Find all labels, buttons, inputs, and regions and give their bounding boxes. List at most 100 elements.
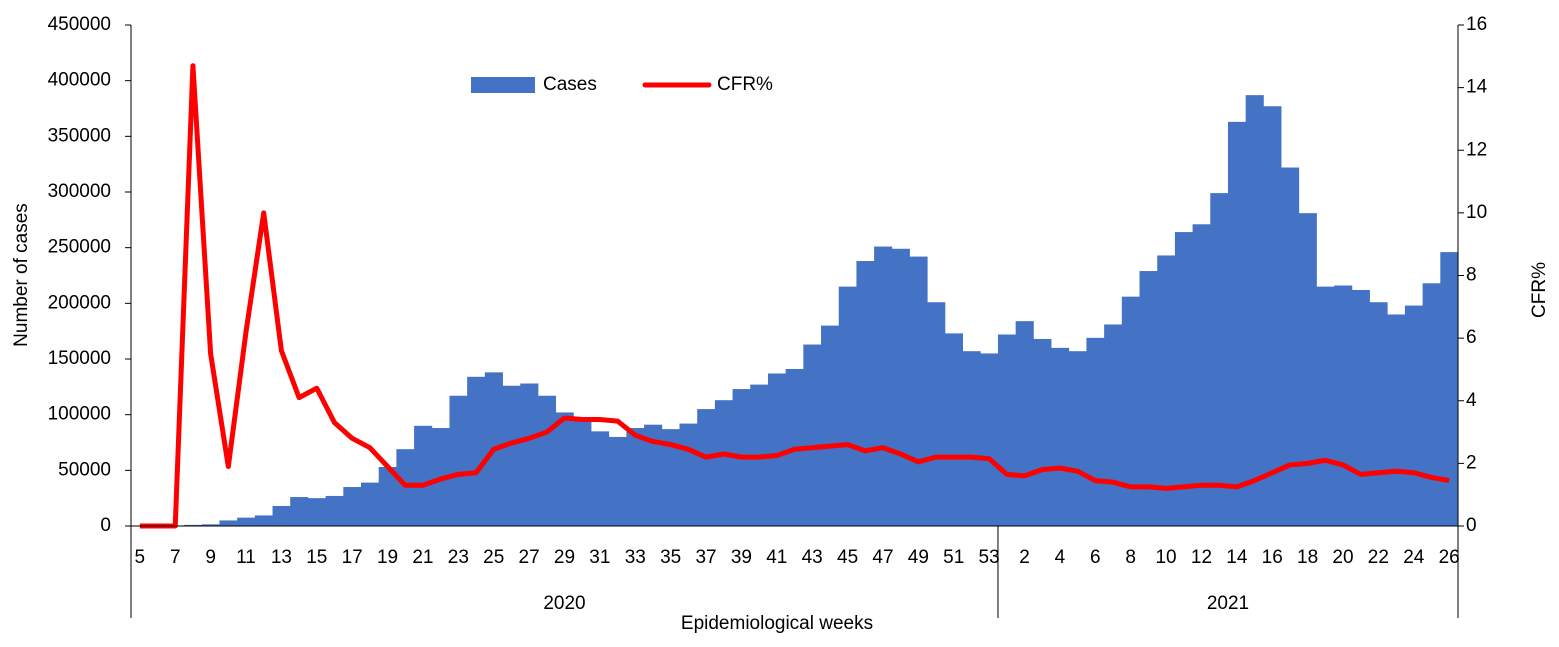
- x-tick-label: 6: [1090, 547, 1101, 568]
- x-tick-label: 39: [731, 547, 752, 568]
- bar: [838, 286, 857, 526]
- bar: [573, 418, 592, 526]
- x-tick-label: 9: [205, 547, 216, 568]
- y-tick-label: 50000: [58, 459, 111, 480]
- y-tick-label: 200000: [48, 292, 111, 313]
- x-tick-label: 5: [135, 547, 146, 568]
- bar: [414, 425, 433, 526]
- x-tick-label: 27: [519, 547, 540, 568]
- x-tick-label: 45: [837, 547, 858, 568]
- bar: [1404, 305, 1424, 526]
- x-tick-label: 24: [1403, 547, 1425, 568]
- y-tick-label: 350000: [48, 125, 111, 146]
- bar: [1316, 286, 1335, 526]
- x-tick-label: 8: [1125, 547, 1136, 568]
- y-tick-label: 100000: [48, 404, 111, 425]
- x-tick-label: 20: [1332, 547, 1353, 568]
- bar: [1334, 285, 1353, 526]
- y-tick-label: 300000: [48, 181, 111, 202]
- bar: [254, 515, 273, 526]
- bar: [272, 505, 291, 526]
- y-tick-label: 250000: [48, 237, 111, 258]
- x-tick-label: 17: [342, 547, 363, 568]
- x-axis-title: Epidemiological weeks: [681, 613, 873, 634]
- bar: [767, 373, 787, 526]
- bar: [201, 524, 220, 526]
- x-tick-label: 49: [908, 547, 929, 568]
- bar: [856, 261, 875, 526]
- legend-swatch: [471, 77, 535, 93]
- bar: [608, 436, 627, 526]
- bar: [1369, 302, 1388, 526]
- y2-axis-title: CFR%: [1529, 262, 1550, 318]
- x-tick-label: 33: [625, 547, 646, 568]
- x-tick-label: 18: [1297, 547, 1318, 568]
- y-tick-label: 400000: [48, 70, 111, 91]
- bar: [909, 256, 928, 526]
- group-label: 2021: [1207, 593, 1249, 614]
- x-tick-label: 37: [695, 547, 716, 568]
- y2-tick-label: 16: [1466, 14, 1487, 35]
- x-tick-label: 11: [236, 547, 256, 568]
- bar: [626, 428, 645, 526]
- x-tick-label: 51: [943, 547, 964, 568]
- bar: [467, 376, 486, 526]
- x-tick-label: 4: [1055, 547, 1066, 568]
- x-tick-label: 23: [448, 547, 469, 568]
- x-tick-label: 22: [1368, 547, 1389, 568]
- bar: [1281, 167, 1300, 527]
- y-axis-title: Number of cases: [11, 203, 32, 347]
- bar: [997, 334, 1017, 526]
- bar: [1387, 314, 1406, 526]
- bar: [980, 353, 999, 526]
- bar: [1051, 347, 1070, 526]
- y2-tick-label: 6: [1466, 327, 1477, 348]
- y-tick-label: 0: [100, 515, 111, 536]
- bar: [962, 351, 981, 526]
- bar: [343, 487, 362, 526]
- bar: [821, 325, 840, 526]
- x-tick-label: 14: [1226, 547, 1248, 568]
- bar: [1086, 337, 1105, 526]
- bar: [944, 333, 963, 526]
- bar: [184, 524, 203, 526]
- x-tick-label: 12: [1191, 547, 1212, 568]
- line: [139, 63, 1450, 529]
- bar: [307, 498, 327, 526]
- bar: [1068, 351, 1087, 526]
- bar: [1121, 296, 1140, 526]
- x-tick-label: 19: [377, 547, 398, 568]
- bar: [1157, 255, 1176, 526]
- bar: [1104, 324, 1123, 526]
- bar: [679, 423, 698, 526]
- x-tick-label: 43: [802, 547, 823, 568]
- x-tick-label: 10: [1155, 547, 1176, 568]
- bar: [361, 482, 380, 526]
- bar: [1227, 121, 1247, 527]
- bar: [644, 424, 663, 526]
- bar: [591, 431, 610, 526]
- bar: [1422, 283, 1441, 526]
- x-tick-label: 15: [306, 547, 327, 568]
- bar: [1192, 224, 1211, 526]
- bar: [803, 344, 822, 526]
- y2-tick-label: 0: [1466, 515, 1477, 536]
- bar: [891, 248, 910, 526]
- y-tick-label: 150000: [48, 348, 111, 369]
- bar: [927, 302, 946, 526]
- bar: [1033, 338, 1052, 526]
- bar: [874, 246, 893, 526]
- x-tick-label: 35: [660, 547, 681, 568]
- bar: [661, 429, 680, 526]
- bar: [449, 395, 468, 526]
- bar: [325, 495, 344, 526]
- y2-tick-label: 12: [1466, 139, 1487, 160]
- bar: [219, 520, 238, 526]
- bar: [1139, 271, 1158, 526]
- x-tick-label: 41: [766, 547, 787, 568]
- group-label: 2020: [543, 593, 585, 614]
- bar: [1245, 95, 1264, 526]
- x-tick-label: 53: [979, 547, 1000, 568]
- bar: [290, 497, 309, 526]
- x-tick-label: 21: [412, 547, 433, 568]
